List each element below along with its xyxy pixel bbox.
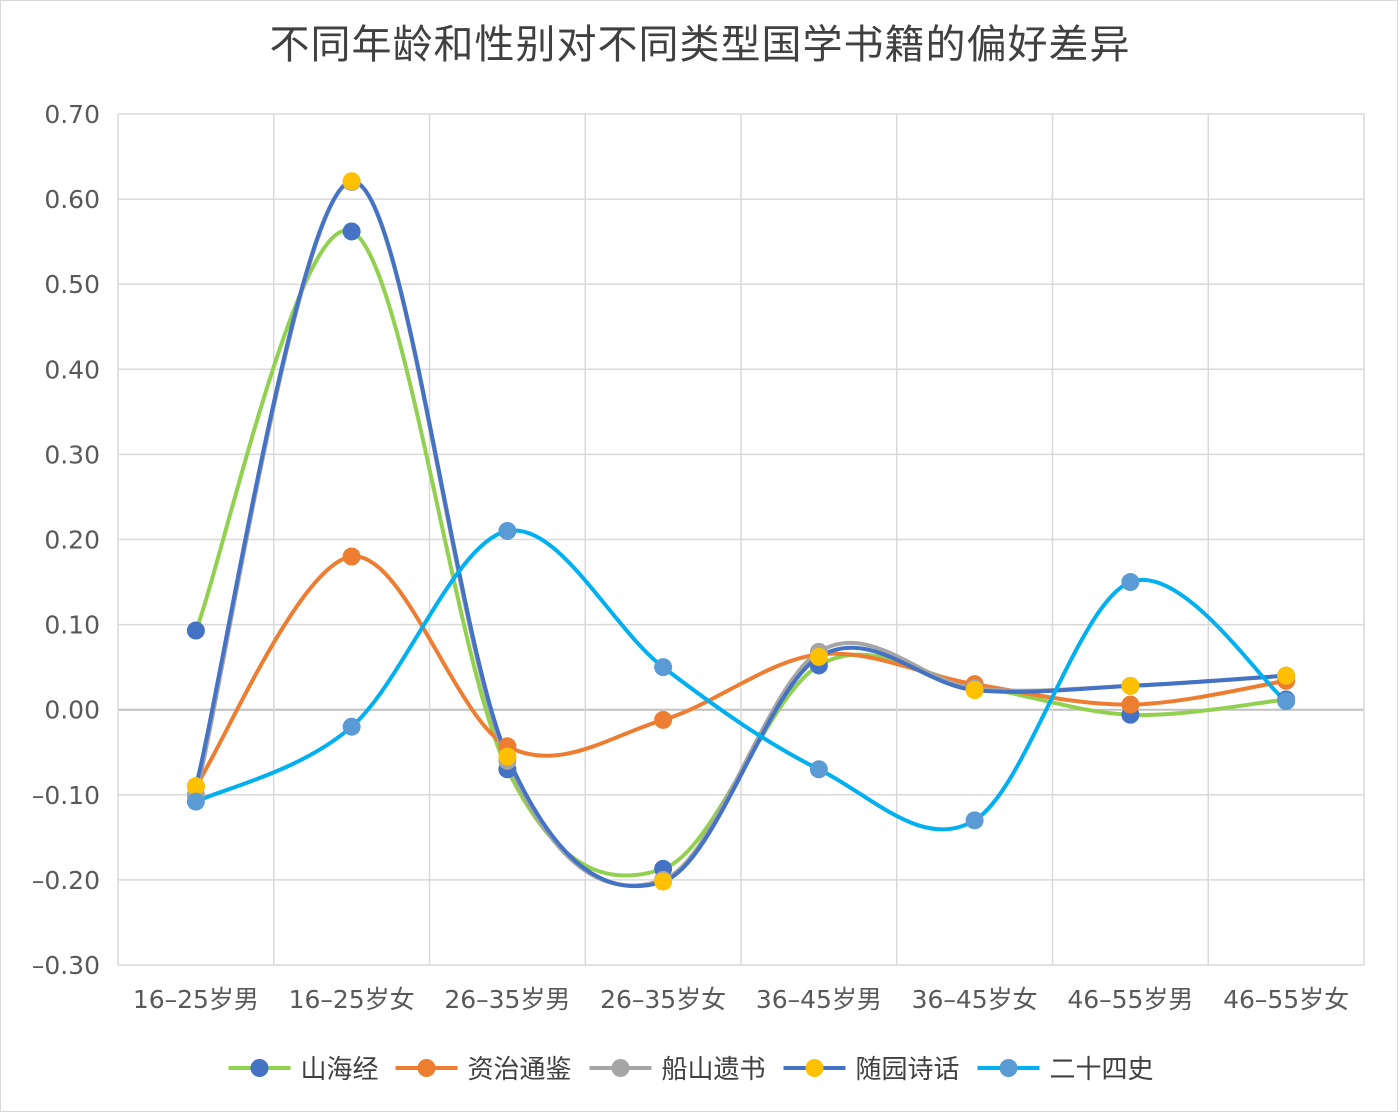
x-tick-label: 16–25岁男 bbox=[133, 985, 259, 1014]
data-point bbox=[809, 647, 828, 666]
data-point bbox=[498, 747, 517, 766]
data-point bbox=[809, 760, 828, 779]
data-point bbox=[654, 872, 673, 891]
legend-label: 船山遗书 bbox=[662, 1055, 766, 1085]
legend-label: 随园诗话 bbox=[856, 1055, 960, 1085]
y-tick-label: –0.30 bbox=[32, 951, 100, 980]
legend-marker bbox=[417, 1059, 436, 1077]
y-tick-label: 0.00 bbox=[44, 696, 100, 725]
data-point bbox=[186, 777, 205, 796]
grid-lines bbox=[117, 113, 1365, 966]
legend: 山海经 资治通鉴 船山遗书 随园诗话 二十四史 bbox=[228, 1055, 1154, 1085]
x-axis-ticks: 16–25岁男 16–25岁女 26–35岁男 26–35岁女 36–45岁男 36–45… bbox=[133, 985, 1349, 1014]
data-point bbox=[965, 811, 984, 830]
data-point bbox=[186, 621, 205, 640]
series-lines bbox=[193, 179, 1289, 889]
series-line-4 bbox=[193, 179, 1289, 889]
data-point bbox=[1121, 676, 1140, 695]
data-point bbox=[654, 710, 673, 729]
data-point bbox=[1121, 573, 1140, 592]
data-point bbox=[1121, 695, 1140, 714]
data-point bbox=[498, 521, 517, 540]
y-tick-label: 0.10 bbox=[44, 611, 100, 640]
x-tick-label: 36–45岁女 bbox=[912, 985, 1038, 1014]
y-tick-label: 0.60 bbox=[44, 185, 100, 214]
series-markers bbox=[186, 172, 1296, 891]
data-point bbox=[342, 717, 361, 736]
chart-title: 不同年龄和性别对不同类型国学书籍的偏好差异 bbox=[269, 22, 1131, 68]
y-tick-label: 0.40 bbox=[44, 355, 100, 384]
legend-marker bbox=[611, 1059, 630, 1077]
x-tick-label: 46–55岁女 bbox=[1223, 985, 1349, 1014]
y-tick-label: 0.70 bbox=[44, 100, 100, 129]
x-tick-label: 16–25岁女 bbox=[289, 985, 415, 1014]
data-point bbox=[342, 172, 361, 191]
y-tick-label: 0.50 bbox=[44, 270, 100, 299]
data-point bbox=[342, 547, 361, 566]
series-line-1 bbox=[193, 228, 1289, 878]
legend-marker bbox=[999, 1059, 1018, 1077]
legend-label: 山海经 bbox=[301, 1055, 379, 1085]
data-point bbox=[186, 792, 205, 811]
x-tick-label: 26–35岁男 bbox=[444, 985, 570, 1014]
y-tick-label: 0.20 bbox=[44, 526, 100, 555]
series-line-5 bbox=[193, 528, 1289, 832]
x-tick-label: 36–45岁男 bbox=[756, 985, 882, 1014]
y-axis-ticks: 0.70 0.60 0.50 0.40 0.30 0.20 0.10 0.00 –0.10 –0.… bbox=[32, 100, 100, 980]
data-point bbox=[342, 222, 361, 241]
data-point bbox=[1277, 666, 1296, 685]
x-tick-label: 26–35岁女 bbox=[600, 985, 726, 1014]
legend-label: 资治通鉴 bbox=[468, 1055, 572, 1085]
data-point bbox=[654, 658, 673, 677]
legend-marker bbox=[805, 1059, 824, 1077]
y-tick-label: –0.10 bbox=[32, 781, 100, 810]
legend-label: 二十四史 bbox=[1050, 1055, 1154, 1085]
x-tick-label: 46–55岁男 bbox=[1067, 985, 1193, 1014]
y-tick-label: 0.30 bbox=[44, 440, 100, 469]
data-point bbox=[965, 681, 984, 700]
y-tick-label: –0.20 bbox=[32, 866, 100, 895]
data-point bbox=[1277, 692, 1296, 711]
legend-marker bbox=[250, 1059, 269, 1077]
